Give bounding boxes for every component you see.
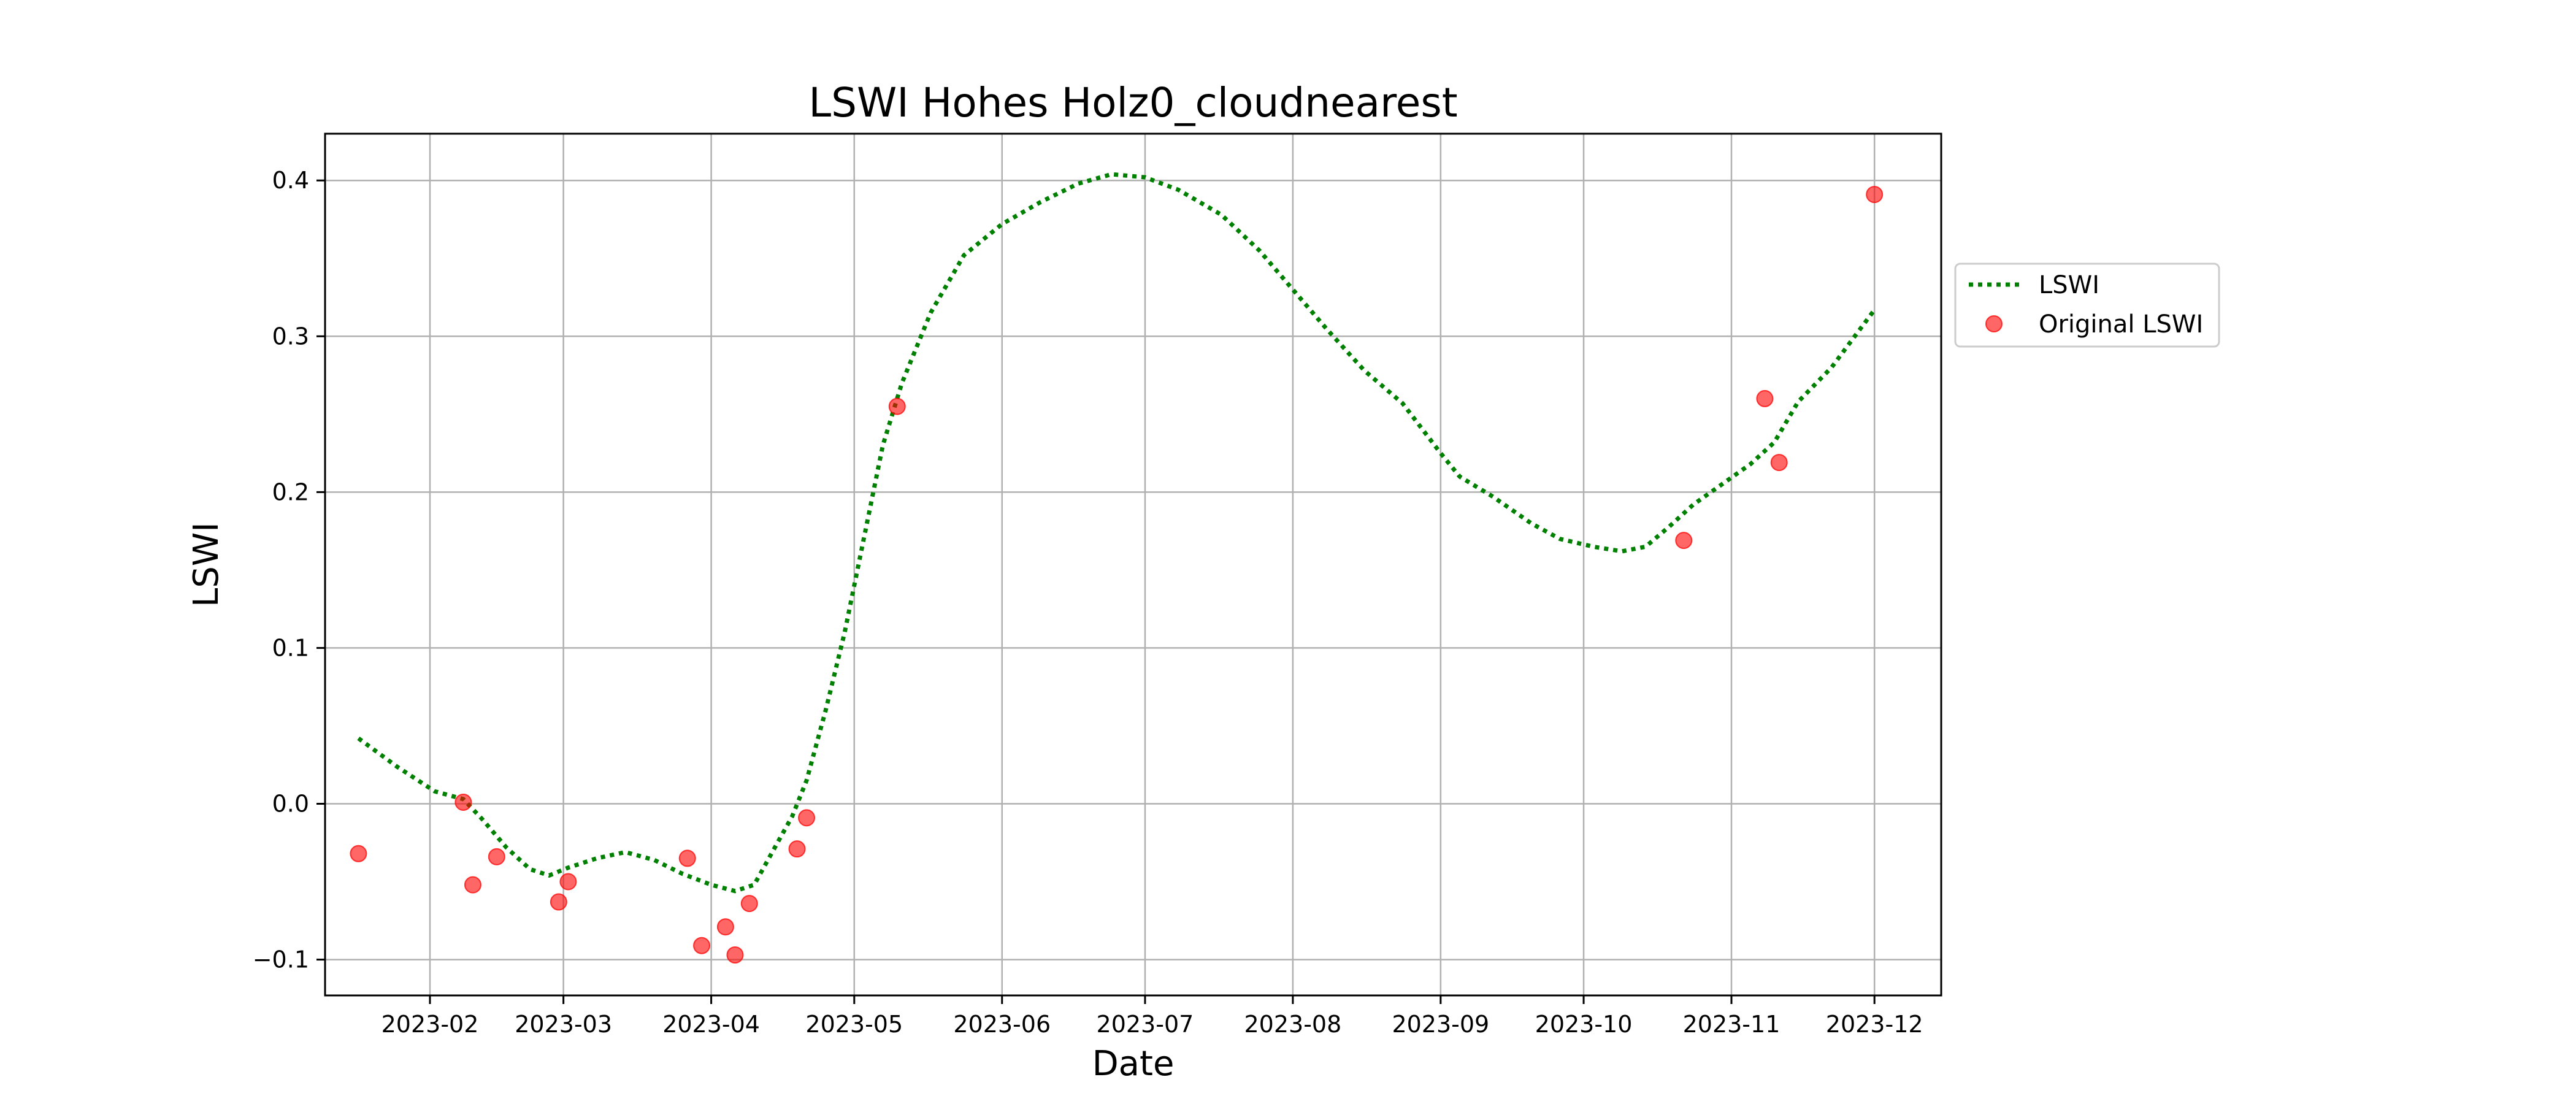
chart-title: LSWI Hohes Holz0_cloudnearest <box>808 79 1457 126</box>
x-tick-label: 2023-04 <box>662 1011 760 1038</box>
x-tick-label: 2023-06 <box>953 1011 1051 1038</box>
x-tick-label: 2023-05 <box>805 1011 903 1038</box>
original-lswi-point <box>716 918 734 936</box>
original-lswi-point <box>488 848 505 865</box>
y-axis-label: LSWI <box>186 522 226 607</box>
original-lswi-point <box>788 840 806 858</box>
x-tick-label: 2023-12 <box>1826 1011 1923 1038</box>
x-tick-label: 2023-11 <box>1683 1011 1781 1038</box>
original-lswi-point <box>693 937 711 954</box>
x-tick-label: 2023-07 <box>1097 1011 1194 1038</box>
original-lswi-point <box>559 873 577 891</box>
legend-point-swatch <box>1985 315 2003 332</box>
original-lswi-point <box>1866 186 1884 204</box>
original-lswi-point <box>1756 389 1774 407</box>
original-lswi-point <box>350 845 367 862</box>
original-lswi-point <box>550 893 567 911</box>
legend-box <box>1954 263 2220 348</box>
y-tick-label: 0.3 <box>272 323 309 350</box>
original-lswi-point <box>740 895 758 913</box>
original-lswi-point <box>798 809 816 827</box>
original-lswi-point <box>464 876 481 894</box>
x-tick-label: 2023-10 <box>1535 1011 1633 1038</box>
original-lswi-point <box>1675 532 1693 550</box>
original-lswi-point <box>726 946 744 964</box>
x-tick-label: 2023-09 <box>1392 1011 1489 1038</box>
original-lswi-point <box>454 793 472 811</box>
x-tick-label: 2023-02 <box>381 1011 479 1038</box>
original-lswi-point <box>678 849 696 867</box>
y-tick-label: 0.4 <box>272 167 309 194</box>
y-tick-label: −0.1 <box>253 946 309 973</box>
axis-ticks: 2023-02 2023-03 2023-04 2023-05 2023-06 2023-… <box>253 167 1923 1038</box>
x-axis-label: Date <box>1092 1044 1175 1084</box>
legend-label-original-lswi: Original LSWI <box>2039 310 2203 339</box>
x-tick-label: 2023-03 <box>515 1011 612 1038</box>
legend-label-lswi: LSWI <box>2039 271 2099 299</box>
y-tick-label: 0.0 <box>272 790 309 817</box>
y-tick-label: 0.1 <box>272 634 309 661</box>
plot-series <box>350 172 1884 964</box>
original-lswi-point <box>888 397 906 415</box>
lswi-line <box>357 172 1877 894</box>
grid <box>325 134 1941 995</box>
plot-frame <box>324 132 1942 997</box>
original-lswi-point <box>1770 454 1788 472</box>
legend: LSWI Original LSWI <box>1954 263 2220 348</box>
x-tick-label: 2023-08 <box>1244 1011 1342 1038</box>
y-tick-label: 0.2 <box>272 478 309 505</box>
